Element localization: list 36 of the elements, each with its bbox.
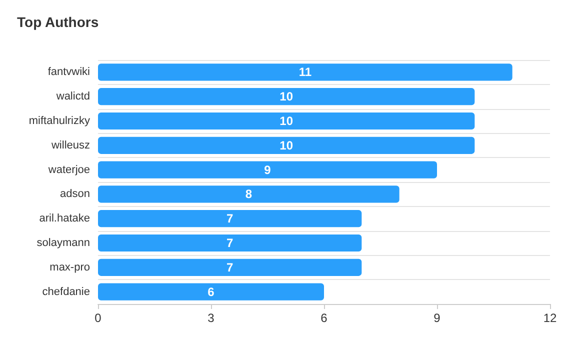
bar xyxy=(98,161,437,178)
x-tick-label: 3 xyxy=(208,311,215,325)
bar xyxy=(98,283,324,300)
bar xyxy=(98,64,512,81)
chart-title: Top Authors xyxy=(17,14,99,30)
y-tick-label: solaymann xyxy=(36,237,90,249)
bar xyxy=(98,186,400,203)
x-tick-label: 0 xyxy=(94,311,102,325)
data-label: 10 xyxy=(280,138,294,152)
bar xyxy=(98,136,475,154)
data-label: 7 xyxy=(226,236,234,250)
data-label: 11 xyxy=(298,65,312,80)
bar xyxy=(98,234,362,252)
data-label: 7 xyxy=(226,260,234,274)
y-tick-label: waterjoe xyxy=(47,164,90,176)
y-tick-label: willeusz xyxy=(50,139,90,152)
y-tick-label: aril.hatake xyxy=(39,212,90,225)
data-label: 9 xyxy=(264,162,272,177)
y-tick-label: walictd xyxy=(55,90,90,103)
bar xyxy=(98,210,362,228)
data-label: 7 xyxy=(226,212,234,226)
bar xyxy=(98,258,362,276)
data-label: 10 xyxy=(280,90,294,104)
bar xyxy=(98,112,475,130)
x-tick-label: 6 xyxy=(320,311,328,325)
y-tick-label: fantvwiki xyxy=(48,66,90,78)
y-tick-label: miftahulrizky xyxy=(28,115,90,127)
y-tick-label: max-pro xyxy=(50,261,90,274)
bar xyxy=(98,88,475,106)
y-tick-label: adson xyxy=(60,188,90,200)
y-tick-label: chefdanie xyxy=(42,286,90,298)
x-tick-label: 12 xyxy=(543,311,557,325)
data-label: 6 xyxy=(208,284,215,299)
data-label: 10 xyxy=(280,114,294,128)
data-label: 8 xyxy=(245,187,252,202)
x-tick-label: 9 xyxy=(434,311,441,325)
